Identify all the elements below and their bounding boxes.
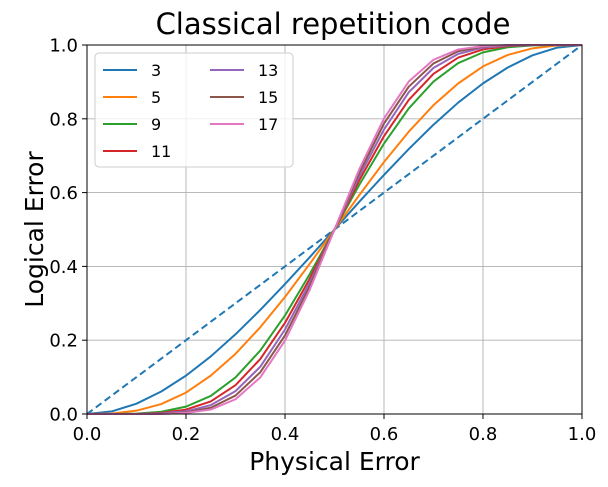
legend-box	[94, 52, 294, 168]
legend-item-11: 11	[103, 142, 171, 161]
legend-label: 3	[151, 61, 161, 80]
x-tick-label: 0.6	[370, 424, 399, 445]
legend-item-9: 9	[103, 115, 161, 134]
legend-item-17: 17	[210, 115, 278, 134]
y-axis-label: Logical Error	[20, 151, 49, 308]
series-layer	[86, 44, 583, 415]
x-tick-label: 0.8	[469, 424, 498, 445]
x-tick-label: 0.0	[73, 424, 102, 445]
legend-label: 9	[151, 115, 161, 134]
x-axis-label: Physical Error	[249, 447, 420, 476]
legend-item-15: 15	[210, 88, 278, 107]
legend-label: 11	[151, 142, 171, 161]
y-tick-label: 0.4	[49, 257, 78, 278]
chart-title: Classical repetition code	[156, 7, 511, 41]
legend: 3 5 9 11 13 15 17	[94, 52, 294, 168]
legend-item-3: 3	[103, 61, 161, 80]
y-tick-label: 0.6	[49, 183, 78, 204]
y-tick-label: 1.0	[49, 36, 78, 57]
legend-label: 13	[258, 61, 278, 80]
y-tick-label: 0.2	[49, 331, 78, 352]
y-tick-label: 0.0	[49, 405, 78, 426]
x-tick-label: 1.0	[568, 424, 597, 445]
y-tick-label: 0.8	[49, 109, 78, 130]
x-tick-label: 0.4	[271, 424, 300, 445]
legend-label: 15	[258, 88, 278, 107]
legend-item-13: 13	[210, 61, 278, 80]
plot-frame	[86, 44, 583, 415]
legend-item-5: 5	[103, 88, 161, 107]
legend-label: 17	[258, 115, 278, 134]
legend-label: 5	[151, 88, 161, 107]
axis-ticks: 0.0 0.2 0.4 0.6 0.8 1.0 0.0 0.2 0.4 0.6 0.8 1.0	[49, 36, 596, 446]
x-tick-label: 0.2	[172, 424, 201, 445]
